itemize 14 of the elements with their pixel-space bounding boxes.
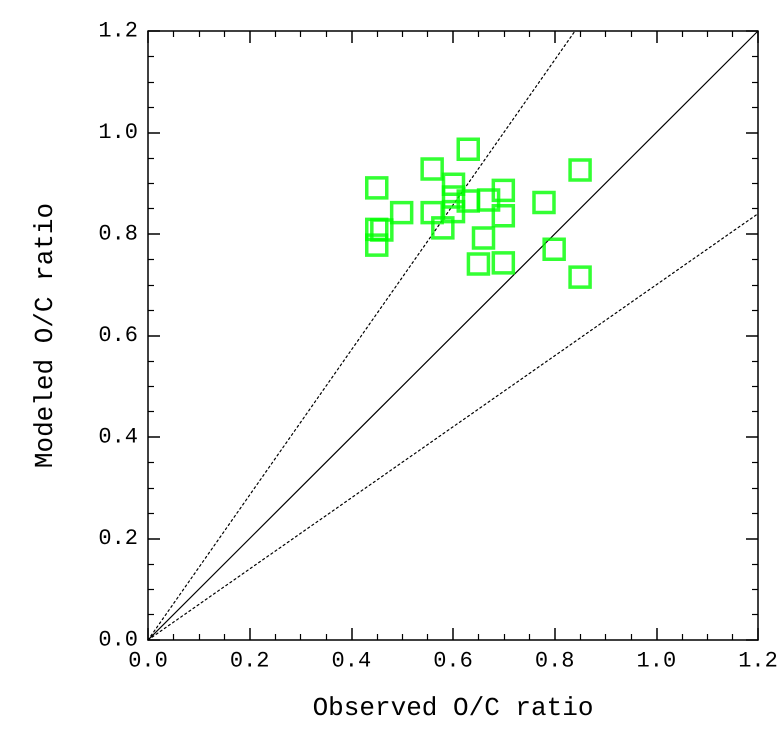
y-tick-label: 0.6 [98,323,138,348]
x-tick-label: 0.8 [534,648,574,674]
y-tick-label: 0.4 [98,424,138,450]
x-tick-label: 1.2 [738,648,778,674]
x-axis-title: Observed O/C ratio [312,693,594,723]
y-tick-label: 0.2 [98,526,138,551]
y-axis-title: Modeled O/C ratio [30,202,60,468]
x-tick-label: 0.4 [332,648,372,674]
x-tick-label: 1.0 [636,648,676,674]
y-tick-label: 0.8 [98,222,138,246]
x-tick-label: 0.2 [230,648,270,674]
y-tick-label: 1.2 [98,18,138,44]
x-tick-label: 0.6 [433,648,473,674]
y-tick-label: 1.0 [98,120,138,145]
